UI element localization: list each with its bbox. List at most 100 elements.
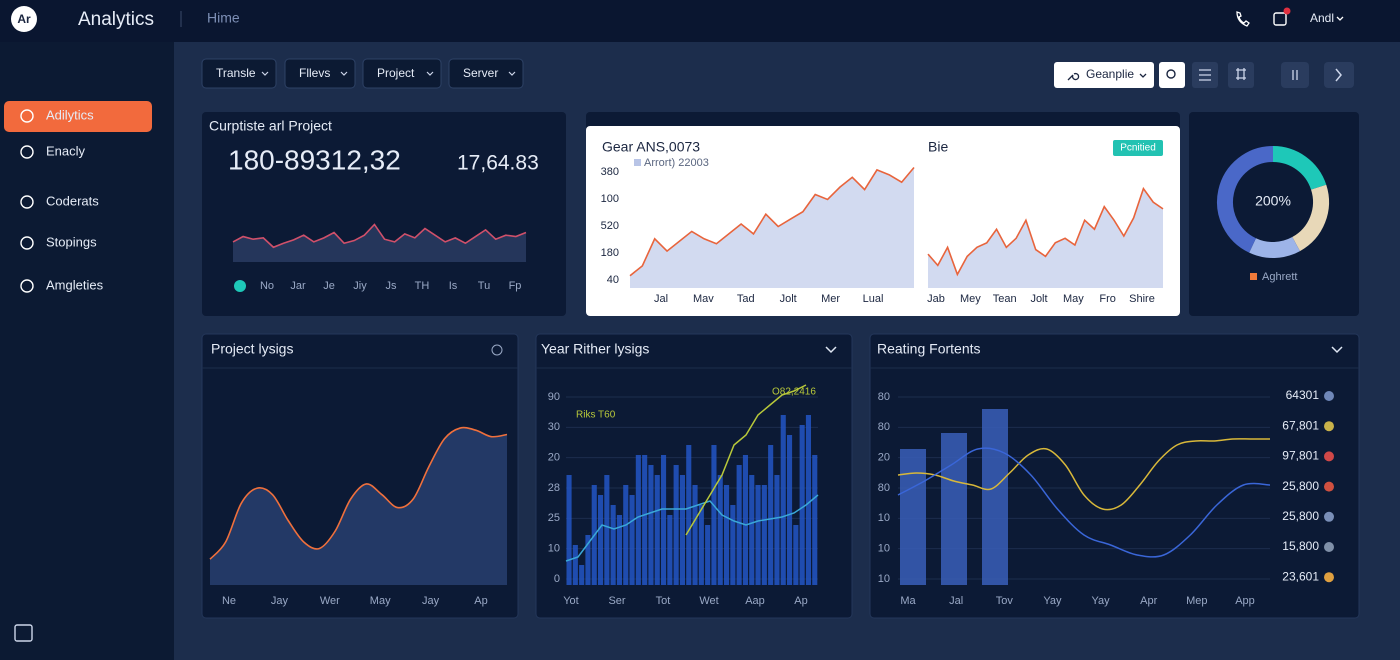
- x-tick-label: Yot: [563, 595, 579, 607]
- x-tick-label: Yay: [1092, 595, 1111, 607]
- bar: [635, 455, 641, 585]
- bar: [673, 465, 679, 585]
- donut-center: 200%: [1255, 193, 1291, 209]
- x-tick-label: Jab: [927, 293, 945, 305]
- card: [202, 112, 566, 316]
- bar: [755, 485, 761, 585]
- filter-label: Transle: [216, 66, 256, 80]
- x-tick-label: Jal: [949, 595, 963, 607]
- card-value: 180-89312,32: [228, 144, 401, 175]
- annotation: Riks T60: [576, 410, 616, 421]
- y-tick-label: 20: [548, 452, 560, 464]
- y-tick-label: 80: [878, 482, 890, 494]
- x-tick-label: Shire: [1129, 293, 1155, 305]
- area: [210, 427, 507, 585]
- info-icon[interactable]: [491, 344, 503, 356]
- filter-chevron: [340, 71, 348, 76]
- x-tick-label: Jolt: [780, 293, 797, 305]
- panel-chevron[interactable]: [825, 346, 837, 354]
- bag-icon[interactable]: [1273, 12, 1287, 26]
- x-tick-label: Tad: [737, 293, 755, 305]
- grid-icon: [1236, 68, 1246, 80]
- bar: [941, 433, 967, 585]
- user-name[interactable]: Andl: [1310, 11, 1334, 25]
- x-tick-label: Jay: [422, 595, 440, 607]
- bar: [774, 475, 780, 585]
- area: [233, 224, 526, 262]
- legend-dot: [234, 280, 246, 292]
- y-tick-label: 10: [878, 512, 890, 524]
- donut-segment: [1291, 184, 1329, 252]
- metric-dot: [1324, 542, 1334, 552]
- phone-icon[interactable]: [1236, 11, 1250, 27]
- line: [897, 438, 1270, 511]
- nav-item[interactable]: Adilytics: [46, 107, 94, 122]
- search-icon: [1166, 69, 1176, 79]
- bar: [661, 455, 667, 585]
- bar: [780, 415, 786, 585]
- bar: [982, 409, 1008, 585]
- pause-button[interactable]: [1281, 62, 1309, 88]
- line: [565, 494, 819, 562]
- y-tick-label: 25: [548, 512, 560, 524]
- bar: [648, 465, 654, 585]
- bar: [642, 455, 648, 585]
- card: [1189, 112, 1359, 316]
- x-tick-label: Lual: [863, 293, 884, 305]
- filter-button[interactable]: [201, 58, 277, 89]
- nav-icon: [20, 145, 34, 159]
- x-tick-label: Tot: [656, 595, 671, 607]
- next-button[interactable]: [1324, 62, 1354, 88]
- x-tick-label: Wet: [699, 595, 718, 607]
- filter-label: Server: [463, 66, 498, 80]
- x-tick-label: Fp: [509, 280, 522, 292]
- nav-item[interactable]: Enacly: [46, 143, 86, 158]
- x-tick-label: Mer: [821, 293, 840, 305]
- bar: [566, 475, 572, 585]
- metric-dot: [1324, 511, 1334, 522]
- bar: [711, 445, 717, 585]
- sidebar: [0, 42, 174, 660]
- app-title: Analytics: [78, 9, 154, 30]
- collapse-icon[interactable]: [14, 624, 33, 642]
- grid-button[interactable]: [1228, 62, 1254, 88]
- bar: [679, 475, 685, 585]
- x-tick-label: Ap: [474, 595, 487, 607]
- search-label[interactable]: Geanplie: [1086, 67, 1134, 81]
- filter-button[interactable]: [448, 58, 524, 89]
- donut-segment: [1217, 146, 1274, 253]
- nav-item[interactable]: Stopings: [46, 234, 97, 249]
- donut-segment: [1272, 146, 1327, 191]
- y-tick-label: 10: [878, 543, 890, 555]
- bar: [812, 455, 818, 585]
- x-tick-label: Mey: [960, 293, 981, 305]
- metric-dot: [1324, 391, 1334, 401]
- x-tick-label: May: [1063, 293, 1084, 305]
- bar: [742, 455, 748, 585]
- filter-button[interactable]: [362, 58, 442, 89]
- x-tick-label: Tean: [993, 293, 1017, 305]
- y-tick-label: 20: [878, 452, 890, 464]
- search-box[interactable]: [1054, 62, 1154, 88]
- bar: [572, 545, 578, 585]
- legend-label: Arrort) 22003: [644, 157, 709, 169]
- x-tick-label: Is: [449, 280, 458, 292]
- metric-label: 67,801: [1282, 418, 1319, 432]
- y-tick-label: 180: [601, 247, 619, 259]
- search-button[interactable]: [1159, 62, 1185, 88]
- bar: [629, 495, 635, 585]
- metric-label: 97,801: [1282, 449, 1319, 463]
- chart-title: Gear ANS,0073: [602, 139, 700, 155]
- nav-item[interactable]: Amgleties: [46, 277, 104, 292]
- bar: [616, 515, 622, 585]
- bar: [598, 495, 604, 585]
- x-tick-label: Tu: [478, 280, 490, 292]
- nav-item[interactable]: Coderats: [46, 193, 99, 208]
- filter-chevron: [261, 71, 269, 76]
- breadcrumb[interactable]: Hime: [207, 10, 240, 26]
- filter-chevron: [508, 71, 516, 76]
- y-tick-label: 40: [607, 274, 619, 286]
- panel-chevron[interactable]: [1331, 346, 1343, 354]
- filter-button[interactable]: [284, 58, 356, 89]
